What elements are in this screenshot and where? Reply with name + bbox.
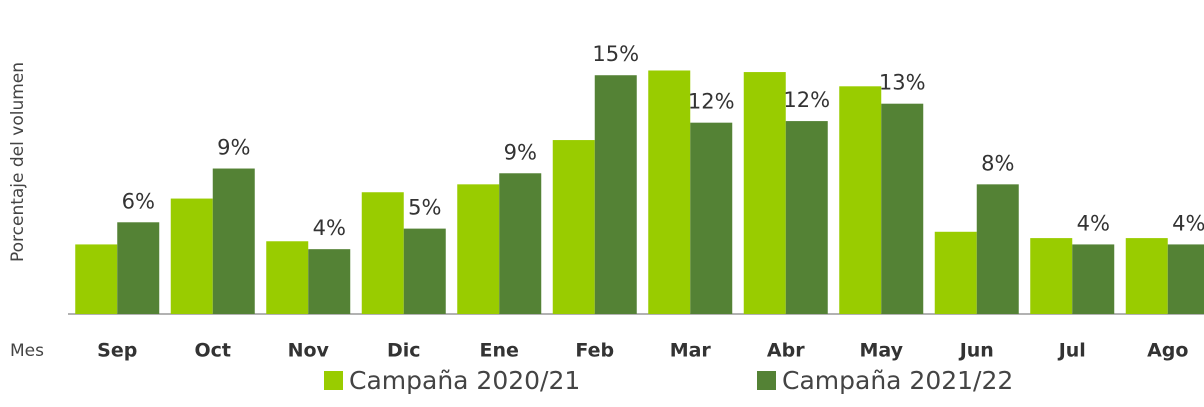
x-tick-label: Ago: [1147, 340, 1188, 362]
data-label: 9%: [504, 140, 537, 164]
x-axis-label: Mes: [10, 341, 44, 361]
x-tick-label: Dic: [387, 340, 421, 362]
bar: [881, 103, 924, 314]
bar: [1030, 238, 1073, 314]
bar: [308, 249, 351, 314]
bar: [266, 241, 309, 314]
y-axis-label: Porcentaje del volumen: [8, 62, 28, 262]
bar: [1072, 244, 1115, 314]
x-tick-label: Mar: [670, 340, 712, 362]
data-label: 5%: [408, 196, 441, 220]
bar: [457, 184, 500, 314]
data-label: 4%: [313, 216, 346, 240]
data-label: 13%: [879, 71, 926, 95]
bar: [75, 244, 118, 314]
bar: [785, 121, 828, 315]
bar: [212, 168, 255, 314]
bar: [648, 70, 691, 314]
bar: [690, 122, 733, 314]
legend-swatch: [324, 371, 343, 390]
bar: [170, 198, 213, 314]
data-label: 8%: [981, 151, 1014, 175]
bar: [117, 222, 160, 314]
data-label: 12%: [688, 90, 735, 114]
bar: [743, 72, 786, 314]
x-tick-label: Ene: [480, 340, 519, 362]
bar: [403, 228, 446, 314]
bar: [1125, 238, 1168, 314]
data-label: 6%: [122, 189, 155, 213]
x-tick-label: Nov: [288, 340, 330, 362]
bar: [1167, 244, 1204, 314]
x-tick-label: Abr: [767, 340, 805, 362]
bar: [839, 86, 882, 314]
x-tick-label: Feb: [575, 340, 614, 362]
data-label: 12%: [783, 88, 830, 112]
data-label: 9%: [217, 136, 250, 160]
bar: [976, 184, 1019, 314]
x-tick-label: Oct: [195, 340, 232, 362]
bar: [499, 173, 542, 314]
x-tick-label: Jul: [1057, 340, 1086, 362]
data-label: 4%: [1077, 211, 1110, 235]
legend-label: Campaña 2020/21: [349, 366, 580, 395]
x-tick-label: Sep: [97, 340, 137, 362]
bar: [552, 140, 595, 314]
bar: [361, 192, 404, 314]
data-label: 4%: [1172, 211, 1204, 235]
x-tick-label: May: [859, 340, 903, 362]
data-label: 15%: [592, 42, 639, 66]
bar: [934, 231, 977, 314]
legend-swatch: [757, 371, 776, 390]
bar: [594, 75, 637, 314]
x-tick-label: Jun: [958, 340, 994, 362]
legend-label: Campaña 2021/22: [782, 366, 1013, 395]
